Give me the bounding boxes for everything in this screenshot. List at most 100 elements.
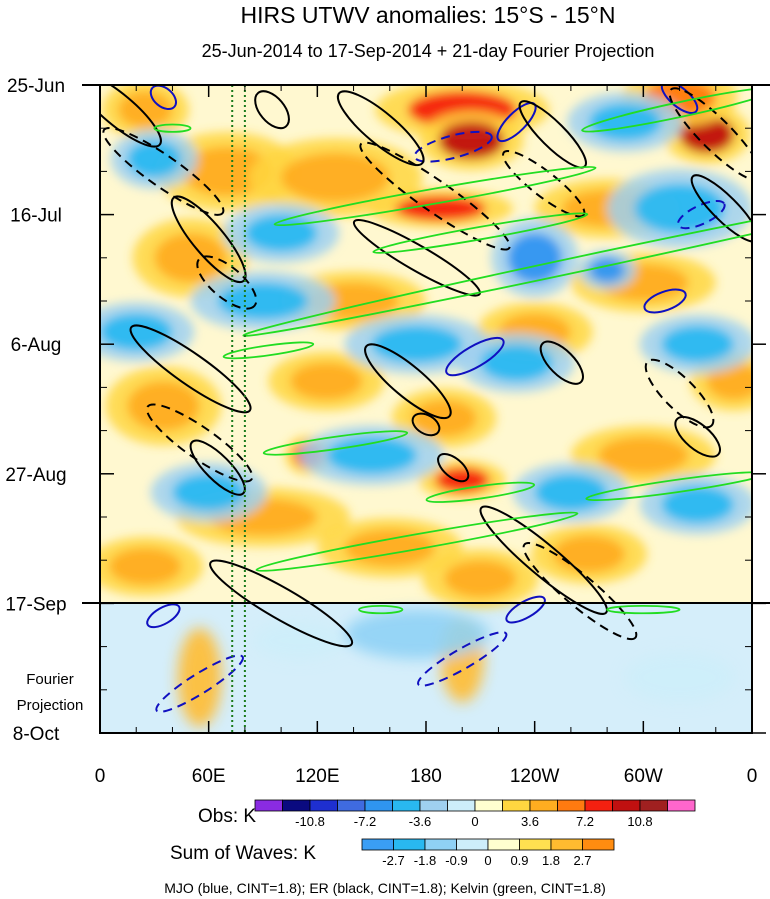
projection-label-line2: Projection xyxy=(17,697,84,714)
waves-colorbar-tick-label: 1.8 xyxy=(542,853,560,868)
anomaly-core xyxy=(172,473,245,511)
kelvin-contour xyxy=(255,511,579,572)
er-contour xyxy=(209,559,354,648)
anomaly-core xyxy=(244,214,318,252)
anomaly-core xyxy=(217,282,309,320)
kelvin-contour xyxy=(262,430,409,456)
mjo-contour xyxy=(155,654,244,713)
waves-colorbar-swatch xyxy=(550,838,583,851)
mjo-contour xyxy=(149,85,177,111)
obs-colorbar-swatch xyxy=(419,799,448,812)
kelvin-contour xyxy=(273,165,597,227)
er-contour xyxy=(102,126,225,216)
x-tick-label: 120W xyxy=(510,766,560,787)
obs-colorbar-tick-label: -7.2 xyxy=(354,814,376,829)
obs-colorbar-swatch xyxy=(447,799,476,812)
er-contour xyxy=(411,412,441,437)
obs-colorbar-swatch xyxy=(557,799,586,812)
waves-colorbar: -2.7 -1.8 -0.9 0 0.9 1.8 2.7 xyxy=(361,838,615,868)
y-tick-label: 8-Oct xyxy=(13,724,60,745)
anomaly-core xyxy=(661,325,734,363)
y-tick-label: 16-Jul xyxy=(10,206,62,227)
x-tick-label: 0 xyxy=(95,766,106,787)
obs-colorbar-tick-label: -3.6 xyxy=(409,814,431,829)
projection-label-line1: Fourier xyxy=(26,671,74,688)
projection-blob xyxy=(253,621,345,659)
obs-colorbar-tick-label: 0 xyxy=(471,814,478,829)
projection-layer xyxy=(177,609,734,727)
waves-colorbar-swatch xyxy=(361,838,394,851)
waves-colorbar-label: Sum of Waves: K xyxy=(170,843,316,864)
kelvin-contour xyxy=(153,123,192,133)
anomaly-core xyxy=(181,146,273,197)
obs-colorbar-swatch xyxy=(612,799,641,812)
waves-colorbar-swatch xyxy=(456,838,489,851)
y-tick-label: 17-Sep xyxy=(5,594,66,615)
obs-colorbar: -10.8 -7.2 -3.6 0 3.6 7.2 10.8 xyxy=(254,799,696,829)
y-tick-label: 25-Jun xyxy=(7,76,65,97)
anomaly-core xyxy=(371,325,463,363)
waves-colorbar-tick-label: -2.7 xyxy=(382,853,404,868)
er-contour xyxy=(145,403,254,483)
footer-legend: MJO (blue, CINT=1.8); ER (black, CINT=1.… xyxy=(164,880,606,896)
waves-colorbar-swatch xyxy=(519,838,552,851)
projection-blob xyxy=(344,609,490,659)
er-contour xyxy=(189,439,246,496)
obs-colorbar-label: Obs: K xyxy=(198,806,256,827)
x-tick-label: 120E xyxy=(295,766,339,787)
kelvin-contour xyxy=(606,604,681,615)
obs-colorbar-swatch xyxy=(282,799,311,812)
obs-colorbar-swatch xyxy=(667,799,696,812)
anomaly-core xyxy=(395,196,486,221)
x-tick-label: 60E xyxy=(192,766,226,787)
er-contour xyxy=(100,85,162,148)
plot-area xyxy=(100,85,752,733)
waves-colorbar-tick-label: 0 xyxy=(484,853,491,868)
projection-blob xyxy=(177,628,222,727)
er-contour xyxy=(644,358,715,429)
er-contour xyxy=(170,195,247,284)
mjo-contour xyxy=(413,130,493,163)
waves-colorbar-tick-label: -0.9 xyxy=(445,853,467,868)
anomaly-core xyxy=(598,436,689,474)
er-contour xyxy=(254,90,290,130)
er-contour xyxy=(539,340,584,385)
kelvin-contour xyxy=(585,471,752,502)
kelvin-contour xyxy=(372,212,589,254)
obs-colorbar-tick-label: 7.2 xyxy=(576,814,594,829)
obs-colorbar-swatch xyxy=(474,799,503,812)
x-tick-label: 0 xyxy=(747,766,758,787)
er-contour xyxy=(129,324,252,414)
er-contour xyxy=(690,174,752,243)
er-contour xyxy=(359,141,511,251)
er-contour xyxy=(479,505,608,615)
er-contour xyxy=(437,452,470,483)
wave-contour-layer xyxy=(100,85,752,713)
er-contour xyxy=(364,343,452,420)
obs-colorbar-tick-label: 10.8 xyxy=(627,814,652,829)
chart-title: HIRS UTWV anomalies: 15°S - 15°N xyxy=(240,2,615,28)
obs-colorbar-swatch xyxy=(529,799,558,812)
mjo-contour xyxy=(660,85,699,115)
anomaly-core xyxy=(281,152,390,203)
x-tick-label: 180 xyxy=(410,766,442,787)
er-contour xyxy=(196,255,258,310)
anomaly-core xyxy=(290,362,363,400)
er-contour xyxy=(336,90,425,167)
waves-colorbar-swatch xyxy=(582,838,615,851)
kelvin-contour xyxy=(425,481,536,503)
waves-colorbar-swatch xyxy=(424,838,457,851)
obs-colorbar-swatch xyxy=(364,799,393,812)
kelvin-contour xyxy=(358,604,404,615)
anomaly-core xyxy=(552,535,626,573)
chart-subtitle: 25-Jun-2014 to 17-Sep-2014 + 21-day Four… xyxy=(202,41,655,61)
anomaly-core xyxy=(480,344,553,382)
anomaly-core xyxy=(326,436,417,474)
waves-colorbar-tick-label: 2.7 xyxy=(573,853,591,868)
mjo-contour xyxy=(643,288,687,314)
anomaly-core xyxy=(534,473,608,511)
waves-colorbar-tick-label: -1.8 xyxy=(414,853,436,868)
mjo-contour xyxy=(445,336,505,377)
er-contour xyxy=(352,219,481,297)
obs-colorbar-tick-label: 3.6 xyxy=(521,814,539,829)
